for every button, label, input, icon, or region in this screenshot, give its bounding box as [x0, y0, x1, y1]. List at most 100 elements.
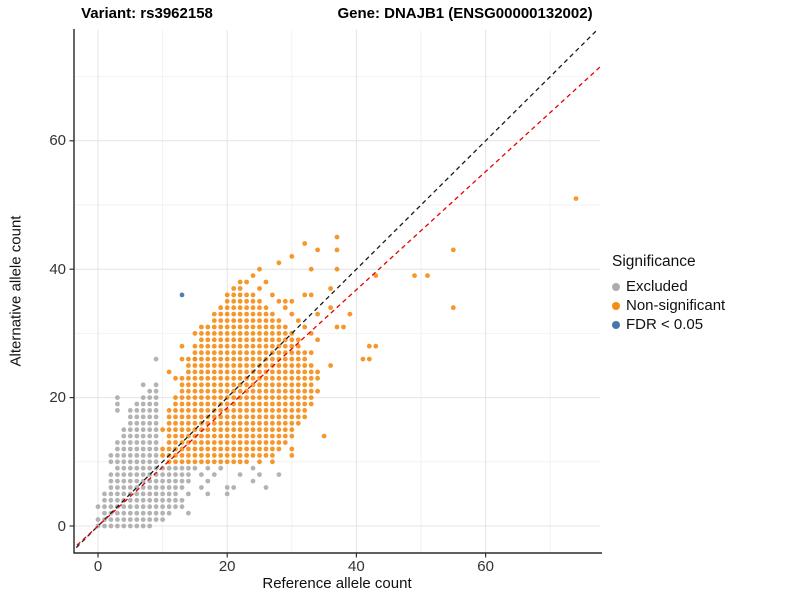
data-point — [270, 324, 275, 330]
data-point — [160, 510, 166, 516]
data-point — [224, 311, 230, 317]
data-point — [218, 420, 224, 426]
data-point — [302, 363, 308, 368]
data-point — [218, 440, 224, 445]
data-point — [140, 491, 146, 497]
data-point — [134, 517, 140, 522]
data-point — [302, 324, 308, 330]
data-point — [250, 414, 256, 420]
data-point — [295, 382, 301, 388]
data-point — [231, 363, 237, 368]
data-point — [244, 311, 250, 317]
data-point — [147, 440, 153, 445]
data-point — [115, 491, 120, 497]
data-point — [95, 504, 101, 510]
data-point — [328, 286, 333, 291]
data-point — [244, 356, 250, 362]
data-point — [412, 273, 417, 278]
data-point — [289, 401, 295, 407]
data-point — [263, 427, 269, 433]
data-point — [289, 420, 295, 426]
data-point — [270, 427, 275, 433]
data-point — [321, 433, 327, 439]
data-point — [315, 375, 320, 381]
data-point — [373, 343, 379, 349]
data-point — [237, 446, 243, 452]
data-point — [282, 440, 288, 445]
data-point — [224, 343, 230, 349]
data-point — [160, 453, 166, 458]
data-point — [140, 427, 146, 433]
data-point — [257, 440, 262, 445]
data-point — [276, 401, 282, 407]
data-point — [282, 363, 288, 368]
data-point — [231, 446, 237, 452]
data-point — [140, 504, 146, 510]
data-point — [127, 440, 133, 445]
data-point — [218, 331, 224, 336]
data-point — [179, 472, 185, 477]
data-point — [250, 453, 256, 458]
data-point — [211, 459, 217, 465]
data-point — [186, 382, 191, 388]
data-point — [192, 414, 198, 420]
data-point — [224, 369, 230, 375]
data-point — [121, 523, 127, 529]
data-point — [263, 440, 269, 445]
data-point — [153, 517, 159, 522]
data-point — [192, 401, 198, 407]
data-point — [244, 305, 250, 311]
data-point — [186, 478, 191, 484]
data-point — [211, 401, 217, 407]
data-point — [179, 504, 185, 510]
data-point — [244, 331, 250, 336]
data-point — [199, 459, 204, 465]
data-point — [199, 382, 204, 388]
data-point — [257, 324, 262, 330]
data-point — [134, 472, 140, 477]
data-point — [250, 343, 256, 349]
data-point — [102, 523, 107, 529]
data-point — [147, 401, 153, 407]
data-point — [211, 433, 217, 439]
data-point — [153, 491, 159, 497]
data-point — [263, 420, 269, 426]
data-point — [231, 375, 237, 381]
data-point — [257, 427, 262, 433]
data-point — [224, 388, 230, 394]
data-point — [127, 453, 133, 458]
data-point — [179, 414, 185, 420]
data-point — [173, 478, 178, 484]
data-point — [263, 485, 269, 490]
data-point — [166, 491, 172, 497]
data-point — [121, 453, 127, 458]
data-point — [295, 414, 301, 420]
data-point — [108, 485, 114, 490]
y-axis-tick-label: 0 — [57, 517, 66, 535]
data-point — [250, 292, 256, 298]
data-point — [199, 395, 204, 400]
data-point — [270, 446, 275, 452]
data-point — [153, 401, 159, 407]
data-point — [308, 292, 314, 298]
data-point — [231, 324, 237, 330]
data-point — [192, 408, 198, 413]
data-point — [231, 331, 237, 336]
data-point — [276, 414, 282, 420]
data-point — [244, 388, 250, 394]
data-point — [205, 401, 211, 407]
data-point — [289, 446, 295, 452]
data-point — [302, 375, 308, 381]
data-point — [121, 478, 127, 484]
legend-item-nonsignificant: Non-significant — [612, 296, 725, 315]
data-point — [153, 356, 159, 362]
data-point — [270, 331, 275, 336]
data-point — [121, 491, 127, 497]
data-point — [192, 453, 198, 458]
data-point — [250, 375, 256, 381]
data-point — [153, 459, 159, 465]
data-point — [140, 446, 146, 452]
data-point — [134, 427, 140, 433]
